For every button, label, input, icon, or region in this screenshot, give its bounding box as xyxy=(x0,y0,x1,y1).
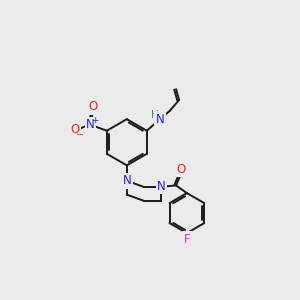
Text: O: O xyxy=(88,100,98,113)
Text: −: − xyxy=(76,130,84,140)
Text: N: N xyxy=(122,174,131,187)
Text: N: N xyxy=(86,118,95,131)
Text: O: O xyxy=(177,163,186,176)
Text: N: N xyxy=(155,113,164,126)
Text: N: N xyxy=(157,180,166,193)
Text: +: + xyxy=(91,116,98,125)
Text: F: F xyxy=(184,233,190,246)
Text: O: O xyxy=(70,123,80,136)
Text: H: H xyxy=(152,110,159,120)
